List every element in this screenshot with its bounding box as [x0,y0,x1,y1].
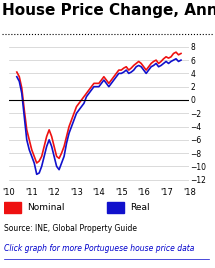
Text: Source: INE, Global Property Guide: Source: INE, Global Property Guide [4,224,137,233]
Text: '17: '17 [160,188,173,198]
Text: Click graph for more Portuguese house price data: Click graph for more Portuguese house pr… [4,244,195,253]
Text: House Price Change, Annual (%): House Price Change, Annual (%) [2,3,215,18]
Text: '15: '15 [115,188,128,198]
Text: '11: '11 [25,188,38,198]
Text: '14: '14 [92,188,105,198]
Text: '16: '16 [138,188,150,198]
Text: Real: Real [130,203,150,212]
Bar [108,202,124,213]
Text: Nominal: Nominal [27,203,64,212]
Text: '13: '13 [70,188,83,198]
Bar [4,202,21,213]
Text: '18: '18 [183,188,196,198]
Text: '10: '10 [2,188,15,198]
Text: '12: '12 [47,188,60,198]
